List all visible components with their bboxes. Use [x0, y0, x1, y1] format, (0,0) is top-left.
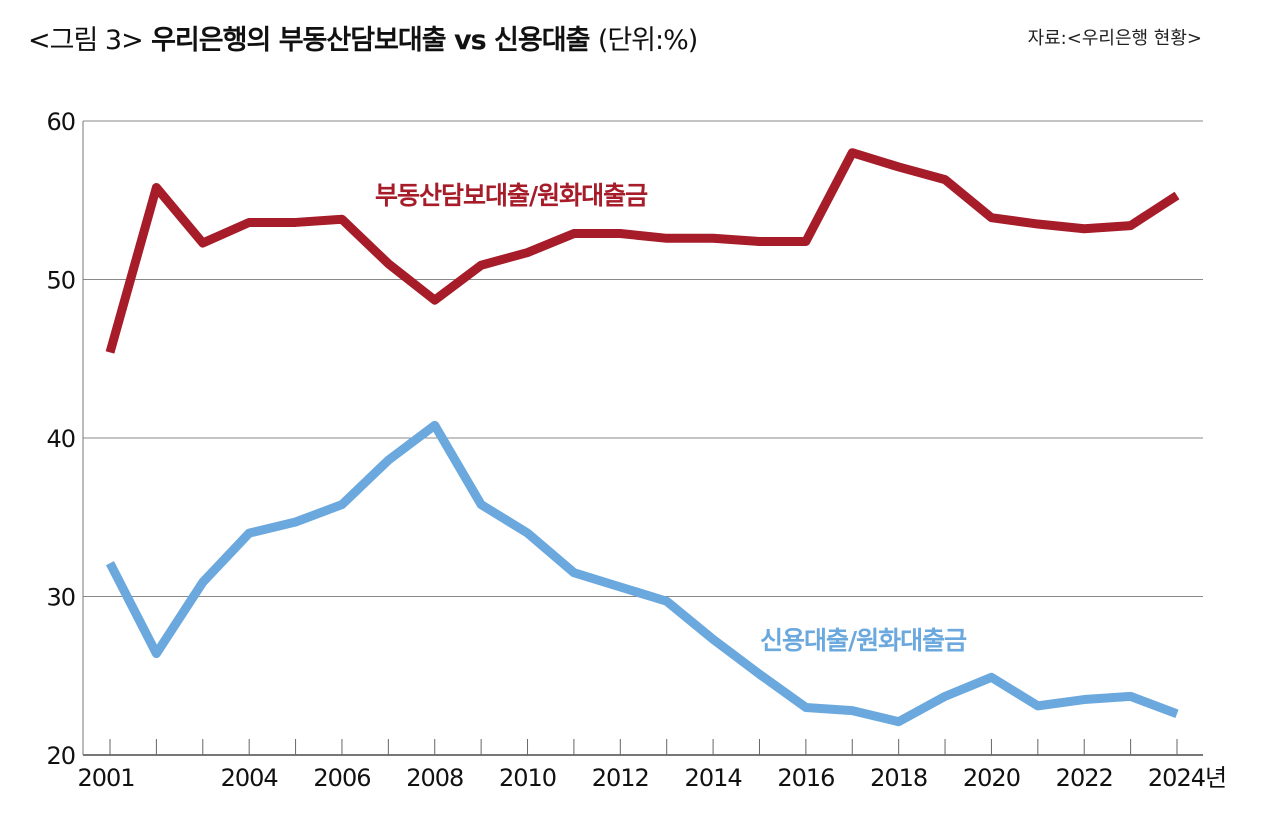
y-tick-label: 30 [46, 584, 75, 612]
x-tick-label: 2012 [592, 764, 649, 792]
y-tick-label: 60 [46, 108, 75, 136]
title-unit: (단위:%) [597, 25, 698, 56]
series-line-credit [105, 420, 1179, 727]
x-tick-label: 2008 [406, 764, 463, 792]
series-label: 부동산담보대출/원화대출금 [375, 181, 648, 210]
source-note: 자료:<우리은행 현황> [1027, 28, 1202, 49]
x-tick-label: 2020 [963, 764, 1020, 792]
y-tick-label: 50 [46, 267, 75, 295]
y-tick-label: 40 [46, 425, 75, 453]
y-tick-label: 20 [46, 742, 75, 770]
chart-title: <그림 3> 우리은행의 부동산담보대출 vs 신용대출 (단위:%) [28, 18, 698, 57]
x-tick-label: 2024년 [1148, 764, 1226, 792]
title-main: 우리은행의 부동산담보대출 vs 신용대출 [151, 25, 590, 56]
series-line-mortgage [105, 148, 1180, 354]
x-tick-label: 2016 [777, 764, 834, 792]
x-tick-label: 2010 [499, 764, 556, 792]
x-tick-label: 2001 [77, 764, 134, 792]
x-tick-label: 2014 [685, 764, 742, 792]
x-tick-label: 2018 [870, 764, 927, 792]
series-label: 신용대출/원화대출금 [760, 626, 967, 655]
x-tick-label: 2022 [1056, 764, 1113, 792]
x-tick-label: 2006 [313, 764, 370, 792]
x-tick-label: 2004 [221, 764, 278, 792]
figure-number: <그림 3> [28, 25, 144, 56]
